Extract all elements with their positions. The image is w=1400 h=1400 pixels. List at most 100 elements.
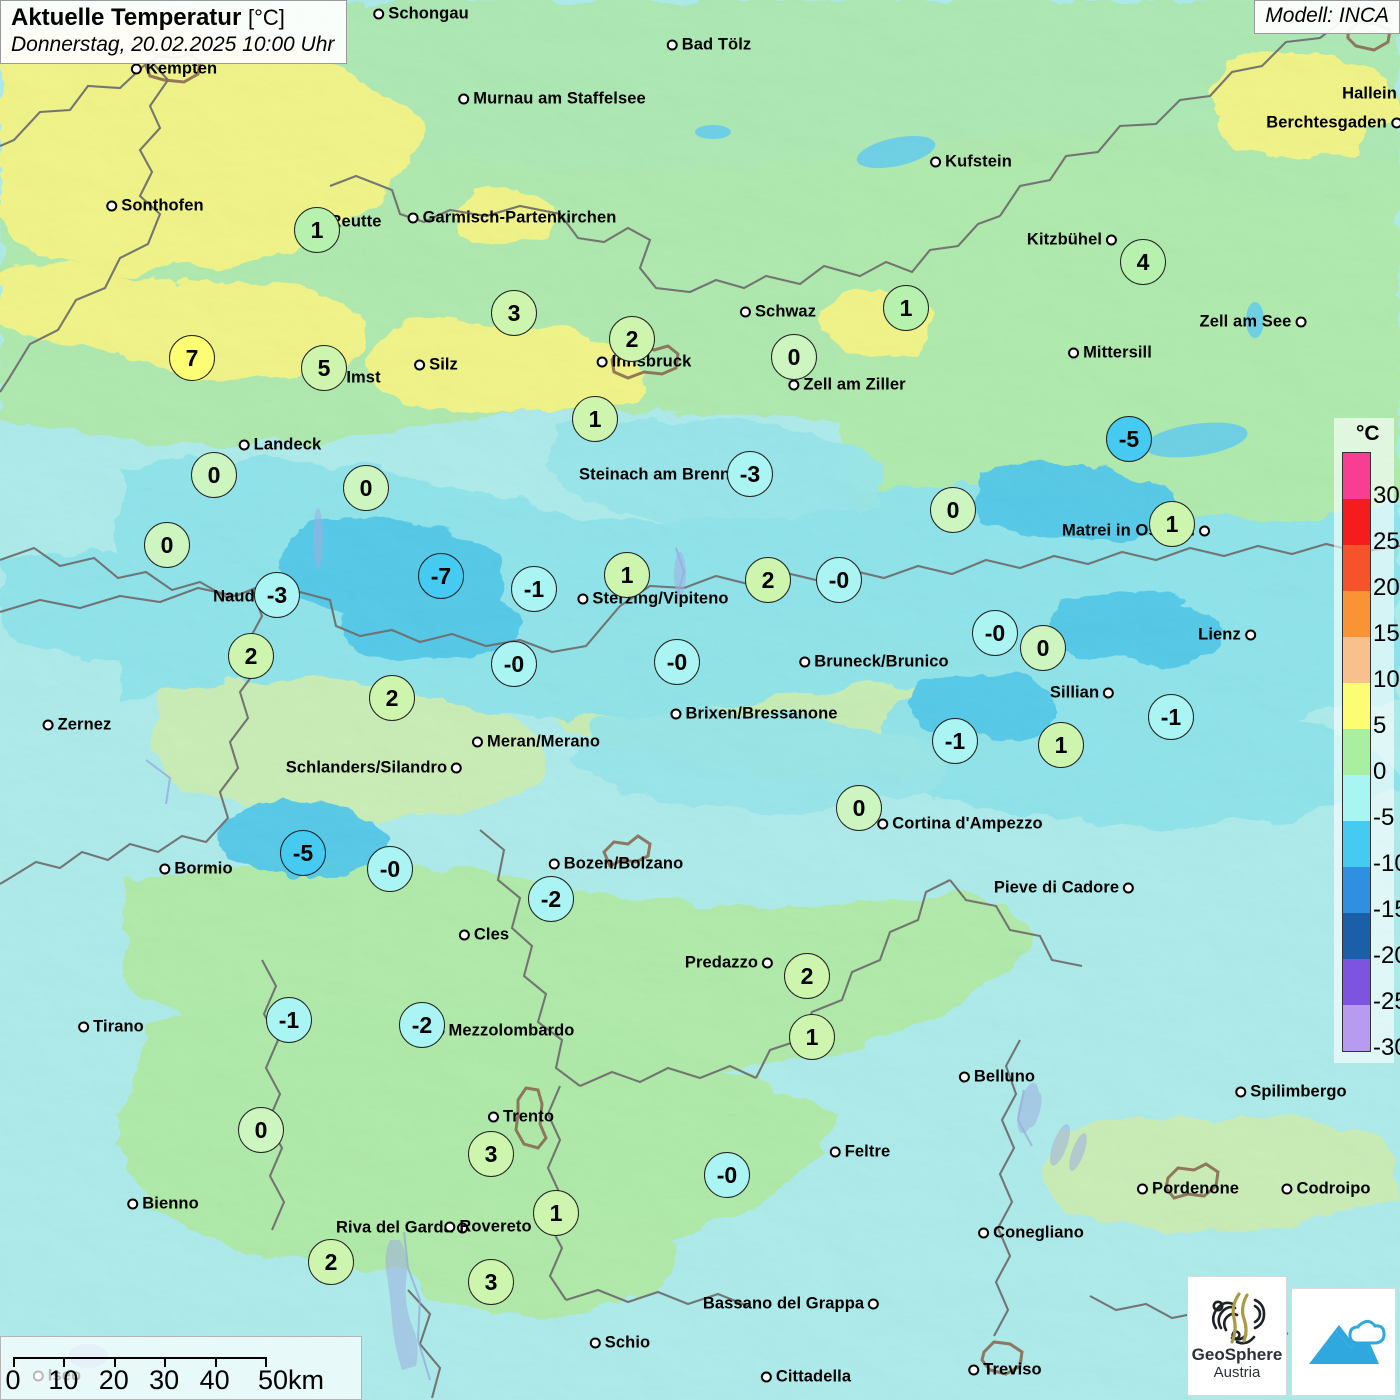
scale-tick — [113, 1357, 116, 1367]
legend-swatch — [1343, 591, 1370, 637]
temperature-station: -7 — [418, 553, 464, 599]
legend-tick: -20 — [1373, 942, 1400, 969]
legend-swatch — [1343, 499, 1370, 545]
temperature-station: 1 — [294, 207, 340, 253]
temperature-station: -1 — [266, 997, 312, 1043]
legend-swatch — [1343, 867, 1370, 913]
temperature-station: -0 — [654, 639, 700, 685]
legend-tick: -30 — [1373, 1034, 1400, 1061]
legend-tick: 20 — [1373, 574, 1400, 601]
geosphere-name: GeoSphere — [1191, 1345, 1283, 1365]
title-box: Aktuelle Temperatur [°C] Donnerstag, 20.… — [0, 0, 348, 65]
legend-swatch — [1343, 545, 1370, 591]
temperature-station: 0 — [930, 487, 976, 533]
temperature-station: 5 — [301, 345, 347, 391]
temperature-station: 1 — [604, 552, 650, 598]
temperature-station: -0 — [972, 610, 1018, 656]
logo-group: GeoSphere Austria — [1187, 1276, 1396, 1396]
temperature-station: 3 — [468, 1259, 514, 1305]
temperature-station: 7 — [169, 335, 215, 381]
scale-label: 0 — [5, 1365, 21, 1395]
scale-bar: 0 10 20 30 40 50km — [0, 1336, 362, 1400]
page-title: Aktuelle Temperatur [°C] — [11, 4, 334, 32]
legend-swatch — [1343, 683, 1370, 729]
temperature-station: -2 — [528, 876, 574, 922]
weather-service-logo — [1291, 1288, 1396, 1396]
temperature-station: -3 — [727, 451, 773, 497]
scale-tick — [63, 1357, 66, 1367]
temperature-station: 0 — [238, 1107, 284, 1153]
temperature-station: -0 — [491, 641, 537, 687]
temperature-station: 0 — [191, 452, 237, 498]
temperature-station: -1 — [932, 718, 978, 764]
scale-tick — [164, 1357, 167, 1367]
temperature-station: 3 — [468, 1131, 514, 1177]
legend-swatch — [1343, 821, 1370, 867]
temperature-station: 2 — [369, 675, 415, 721]
temperature-station: 2 — [609, 316, 655, 362]
temperature-station: -0 — [816, 557, 862, 603]
temperature-station: 1 — [1038, 722, 1084, 768]
scale-label: 20 — [98, 1365, 129, 1395]
scale-label: 30 — [149, 1365, 180, 1395]
temperature-station: 2 — [745, 557, 791, 603]
temperature-station: 0 — [836, 785, 882, 831]
temperature-station: 0 — [771, 334, 817, 380]
temperature-station: 2 — [784, 953, 830, 999]
scale-label: 10 — [48, 1365, 79, 1395]
legend-tick: 25 — [1373, 528, 1400, 555]
temperature-station: 4 — [1120, 239, 1166, 285]
legend-swatch — [1343, 1005, 1370, 1051]
scale-tick — [13, 1357, 15, 1367]
geosphere-sub: Austria — [1213, 1363, 1261, 1381]
temperature-station: 0 — [1020, 625, 1066, 671]
temperature-station: -5 — [1106, 416, 1152, 462]
temperature-station: 0 — [343, 465, 389, 511]
scale-line — [13, 1357, 265, 1359]
temperature-station: -1 — [1148, 694, 1194, 740]
color-legend: °C 30 25 20 15 10 5 0 -5 -10 -15 -20 -25 -30 — [1334, 418, 1400, 1063]
temperature-station: 1 — [572, 396, 618, 442]
temperature-station: -0 — [367, 846, 413, 892]
legend-tick: -15 — [1373, 896, 1400, 923]
legend-swatch — [1343, 775, 1370, 821]
page-subtitle: Donnerstag, 20.02.2025 10:00 Uhr — [11, 32, 335, 56]
temperature-station: 1 — [1149, 501, 1195, 547]
geosphere-mark-icon — [1211, 1292, 1266, 1345]
title-text: Aktuelle Temperatur — [11, 4, 242, 31]
model-box: Modell: INCA — [1254, 0, 1400, 34]
legend-tick: 15 — [1373, 620, 1400, 647]
temperature-station: 3 — [491, 290, 537, 336]
legend-tick: -5 — [1373, 804, 1395, 831]
temperature-station: -1 — [511, 566, 557, 612]
legend-swatch — [1343, 637, 1370, 683]
legend-unit-label: °C — [1356, 422, 1380, 445]
temperature-station: 1 — [533, 1190, 579, 1236]
temperature-station: 2 — [228, 633, 274, 679]
scale-label: 50km — [257, 1365, 325, 1395]
scale-tick — [265, 1357, 267, 1367]
legend-swatch — [1343, 913, 1370, 959]
legend-colorbar — [1342, 452, 1371, 1052]
temperature-station: -5 — [280, 830, 326, 876]
legend-tick: -25 — [1373, 988, 1400, 1015]
legend-tick: 5 — [1373, 712, 1387, 739]
legend-swatch — [1343, 729, 1370, 775]
legend-swatch — [1343, 959, 1370, 1005]
model-label: Modell: INCA — [1265, 4, 1389, 27]
geosphere-logo: GeoSphere Austria — [1187, 1276, 1287, 1396]
legend-tick: 0 — [1373, 758, 1387, 785]
mountain-cloud-icon — [1308, 1319, 1386, 1364]
temperature-station: 1 — [883, 285, 929, 331]
temperature-station: -0 — [704, 1152, 750, 1198]
scale-tick — [214, 1357, 217, 1367]
temperature-station: 2 — [308, 1239, 354, 1285]
legend-tick: -10 — [1373, 850, 1400, 877]
title-unit: [°C] — [247, 5, 285, 30]
legend-tick: 30 — [1373, 482, 1400, 509]
temperature-station: -3 — [254, 572, 300, 618]
legend-tick: 10 — [1373, 666, 1400, 693]
scale-label: 40 — [199, 1365, 230, 1395]
